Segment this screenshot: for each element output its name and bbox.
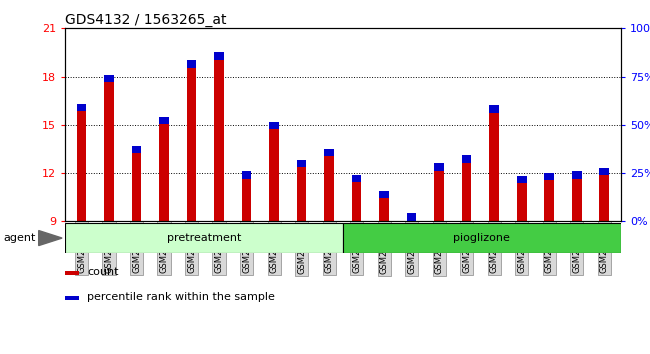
Bar xyxy=(104,75,114,82)
Bar xyxy=(572,171,582,221)
Bar xyxy=(599,168,609,221)
Bar xyxy=(407,213,417,236)
Bar xyxy=(65,296,79,299)
Bar xyxy=(517,176,526,183)
Text: percentile rank within the sample: percentile rank within the sample xyxy=(87,292,275,302)
Bar xyxy=(352,175,361,221)
Bar xyxy=(297,160,306,167)
Bar xyxy=(214,52,224,221)
Bar xyxy=(65,272,79,275)
Bar xyxy=(407,213,417,221)
Bar xyxy=(462,155,471,221)
Bar xyxy=(434,163,444,171)
Bar xyxy=(324,149,334,221)
Bar xyxy=(599,168,609,176)
Bar xyxy=(462,155,471,162)
Bar xyxy=(132,146,141,221)
Text: count: count xyxy=(87,267,119,278)
Bar xyxy=(187,61,196,221)
Polygon shape xyxy=(39,230,62,246)
Bar xyxy=(214,52,224,60)
Bar xyxy=(297,160,306,221)
Bar xyxy=(380,191,389,198)
Bar xyxy=(352,175,361,182)
Bar xyxy=(489,105,499,113)
Bar xyxy=(77,104,86,111)
Text: pioglizone: pioglizone xyxy=(454,233,510,243)
Bar xyxy=(434,164,444,221)
Bar xyxy=(104,75,114,221)
Bar xyxy=(545,173,554,221)
Bar xyxy=(132,146,141,153)
Bar xyxy=(159,117,169,221)
Bar xyxy=(380,191,389,221)
Bar xyxy=(242,171,252,179)
Bar xyxy=(545,173,554,180)
Bar xyxy=(517,176,526,221)
Bar xyxy=(324,149,334,156)
Bar xyxy=(242,171,252,221)
Bar xyxy=(159,117,169,124)
Bar xyxy=(343,223,621,253)
Bar xyxy=(269,121,279,129)
Text: pretreatment: pretreatment xyxy=(167,233,241,243)
Text: agent: agent xyxy=(3,233,36,243)
Text: GDS4132 / 1563265_at: GDS4132 / 1563265_at xyxy=(65,13,226,27)
Bar xyxy=(65,223,343,253)
Bar xyxy=(187,61,196,68)
Bar xyxy=(572,171,582,179)
Bar xyxy=(269,121,279,221)
Bar xyxy=(489,105,499,221)
Bar xyxy=(77,104,86,221)
